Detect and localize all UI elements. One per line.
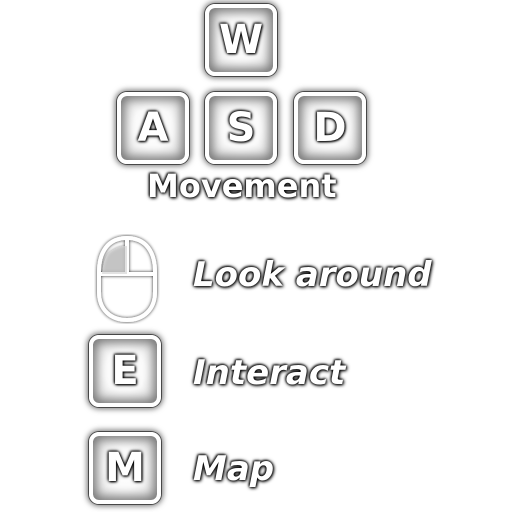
key-m: M [89,432,161,504]
movement-label: Movement [147,167,337,205]
key-d-label: D [313,105,347,151]
key-e: E [89,335,161,407]
key-w: W [205,4,277,76]
key-a-label: A [137,105,169,151]
key-s-label: S [226,105,256,151]
interact-label: Interact [193,353,346,393]
key-d: D [294,92,366,164]
key-m-label: M [105,445,145,491]
mouse-icon [97,236,157,322]
key-e-label: E [111,348,139,394]
map-label: Map [193,449,275,489]
key-a: A [117,92,189,164]
key-w-label: W [218,17,264,63]
key-s: S [205,92,277,164]
look-around-label: Look around [193,255,432,295]
